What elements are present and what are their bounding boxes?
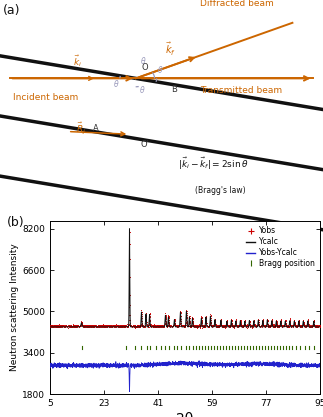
Text: $\theta$: $\theta$ [139,84,145,95]
Text: O: O [141,63,148,72]
Text: $\vec{k}_i$: $\vec{k}_i$ [73,53,82,69]
Legend: Yobs, Ycalc, Yobs-Ycalc, Bragg position: Yobs, Ycalc, Yobs-Ycalc, Bragg position [245,225,316,270]
Y-axis label: Neutron scattering Intensity: Neutron scattering Intensity [10,244,19,372]
Text: (Bragg's law): (Bragg's law) [195,186,246,195]
Text: $\vec{k}_f$: $\vec{k}_f$ [165,41,176,58]
Text: $\vec{R}_j$: $\vec{R}_j$ [76,121,86,137]
Text: $\theta$: $\theta$ [113,78,120,89]
Text: Transmitted beam: Transmitted beam [200,86,282,95]
Text: Diffracted beam: Diffracted beam [200,0,274,8]
Text: (b): (b) [7,216,25,229]
Text: $\theta$: $\theta$ [141,55,147,66]
Text: (a): (a) [3,4,21,17]
X-axis label: 2θ: 2θ [176,412,193,417]
Text: $|\vec{k}_i - \vec{k}_f| = 2\sin\theta$: $|\vec{k}_i - \vec{k}_f| = 2\sin\theta$ [178,156,248,171]
Text: A: A [93,124,99,133]
Text: O': O' [141,140,149,149]
Text: $\theta$: $\theta$ [157,64,163,75]
Text: Incident beam: Incident beam [13,93,78,102]
Text: B: B [171,85,177,94]
